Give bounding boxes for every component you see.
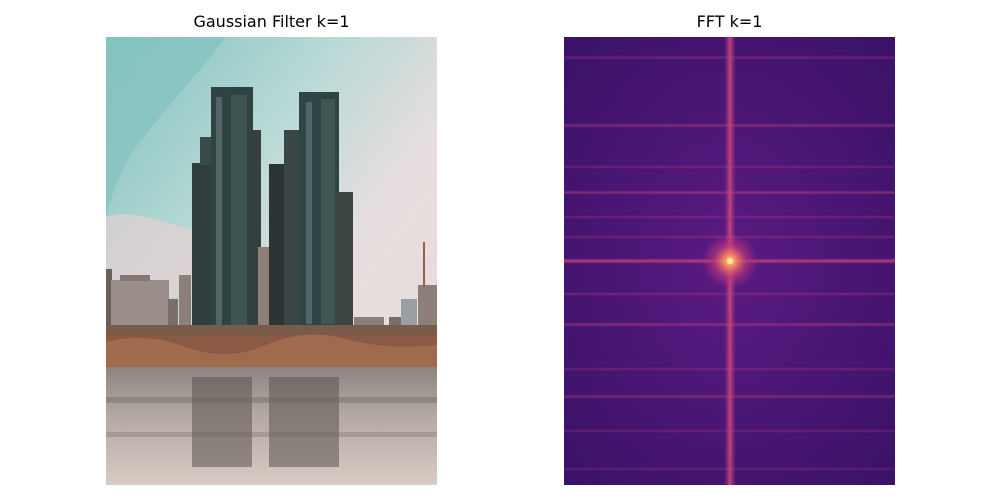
left-panel-title: Gaussian Filter k=1 bbox=[193, 12, 350, 31]
gaussian-filtered-image bbox=[106, 37, 437, 485]
fft-spectrum-image bbox=[564, 37, 895, 485]
right-panel-title: FFT k=1 bbox=[696, 12, 763, 31]
